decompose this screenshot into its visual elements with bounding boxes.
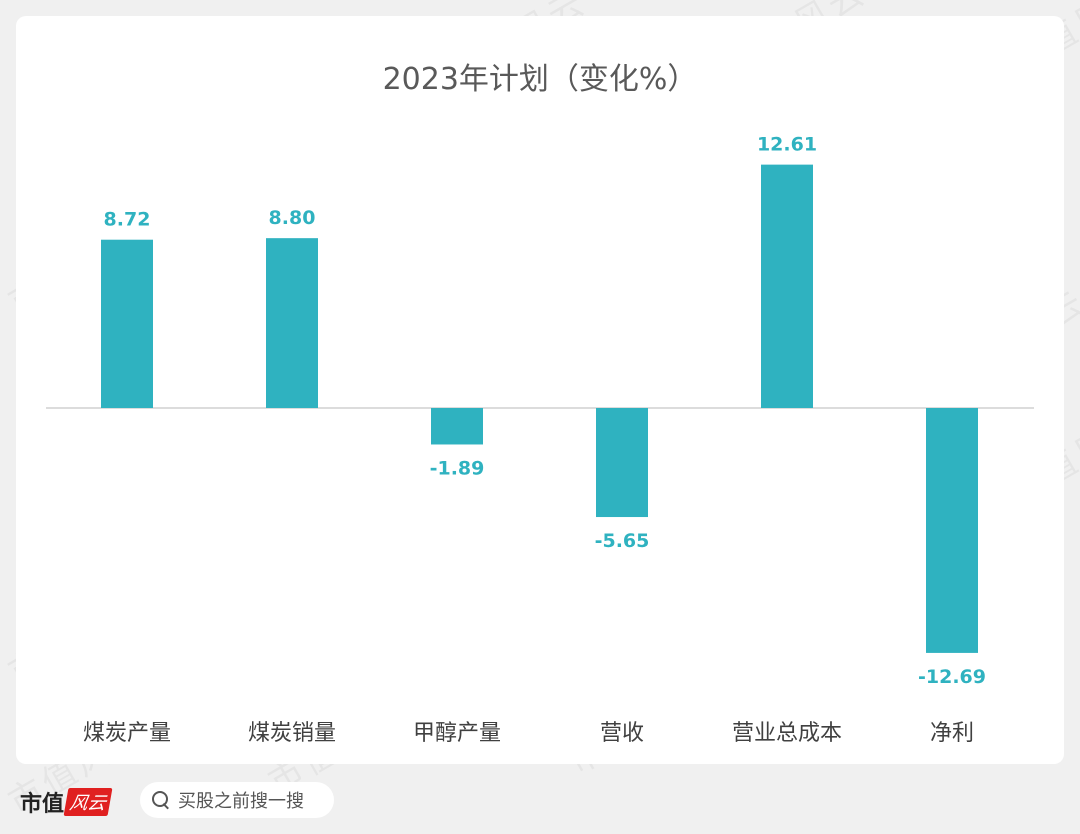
data-label-2: -1.89	[430, 457, 485, 479]
bar-1[interactable]	[266, 238, 318, 408]
category-label-0: 煤炭产量	[83, 721, 171, 746]
category-label-1: 煤炭销量	[248, 721, 336, 746]
category-label-3: 营收	[600, 721, 644, 746]
chart-card: 2023年计划（变化%） 8.72 煤炭产量 8.80 煤炭销量 -1.89 甲醇产量 -5…	[16, 16, 1064, 764]
data-label-5: -12.69	[918, 666, 986, 688]
bar-0[interactable]	[101, 239, 153, 408]
data-label-3: -5.65	[595, 530, 650, 552]
chart-title: 2023年计划（变化%）	[382, 62, 698, 97]
data-label-4: 12.61	[757, 134, 817, 156]
data-label-0: 8.72	[104, 209, 151, 231]
search-icon	[152, 791, 170, 809]
category-label-2: 甲醇产量	[413, 721, 501, 746]
bar-5[interactable]	[926, 408, 978, 653]
data-label-1: 8.80	[269, 207, 316, 229]
search-placeholder: 买股之前搜一搜	[178, 791, 304, 812]
bar-chart: 8.72 煤炭产量 8.80 煤炭销量 -1.89 甲醇产量 -5.65 营收 12.61 营业总…	[46, 134, 1034, 746]
logo-badge: 风云	[63, 788, 113, 816]
search-box[interactable]: 买股之前搜一搜	[140, 782, 334, 818]
category-label-4: 营业总成本	[732, 721, 842, 746]
logo-text: 市值	[20, 791, 65, 817]
brand-logo[interactable]: 市值 风云	[20, 786, 113, 818]
bar-4[interactable]	[761, 164, 813, 408]
category-label-5: 净利	[930, 721, 974, 746]
bar-2[interactable]	[431, 408, 483, 445]
footer-bar: 市值 风云 买股之前搜一搜	[0, 764, 1080, 834]
bar-3[interactable]	[596, 408, 648, 518]
